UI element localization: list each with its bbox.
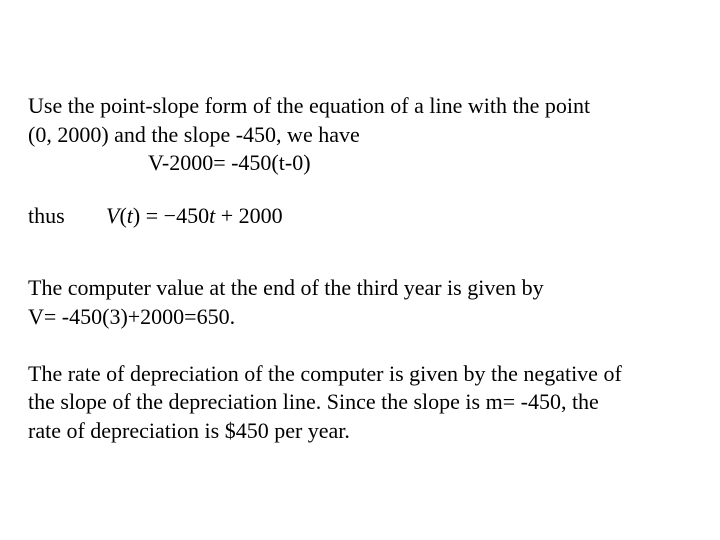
- p1-line2: (0, 2000) and the slope -450, we have: [28, 121, 692, 150]
- paragraph-3: The rate of depreciation of the computer…: [28, 360, 692, 446]
- thus-row: thus V(t) = −450t + 2000: [28, 202, 692, 231]
- p3-line3: rate of depreciation is $450 per year.: [28, 417, 692, 446]
- p2-line2: V= -450(3)+2000=650.: [28, 303, 692, 332]
- p2-line1: The computer value at the end of the thi…: [28, 274, 692, 303]
- p3-line2: the slope of the depreciation line. Sinc…: [28, 388, 692, 417]
- paragraph-1: Use the point-slope form of the equation…: [28, 92, 692, 178]
- equation: V(t) = −450t + 2000: [106, 202, 283, 231]
- p3-line1: The rate of depreciation of the computer…: [28, 360, 692, 389]
- thus-label: thus: [28, 202, 106, 231]
- eq-V: V: [106, 203, 119, 228]
- p1-line1: Use the point-slope form of the equation…: [28, 92, 692, 121]
- paragraph-2: The computer value at the end of the thi…: [28, 274, 692, 331]
- eq-plus: +: [215, 203, 238, 228]
- eq-neg: −: [164, 203, 176, 228]
- eq-open: (: [119, 203, 126, 228]
- eq-eq: =: [140, 203, 163, 228]
- eq-450: 450: [176, 203, 209, 228]
- p1-line3: V-2000= -450(t-0): [28, 149, 692, 178]
- eq-2000: 2000: [239, 203, 283, 228]
